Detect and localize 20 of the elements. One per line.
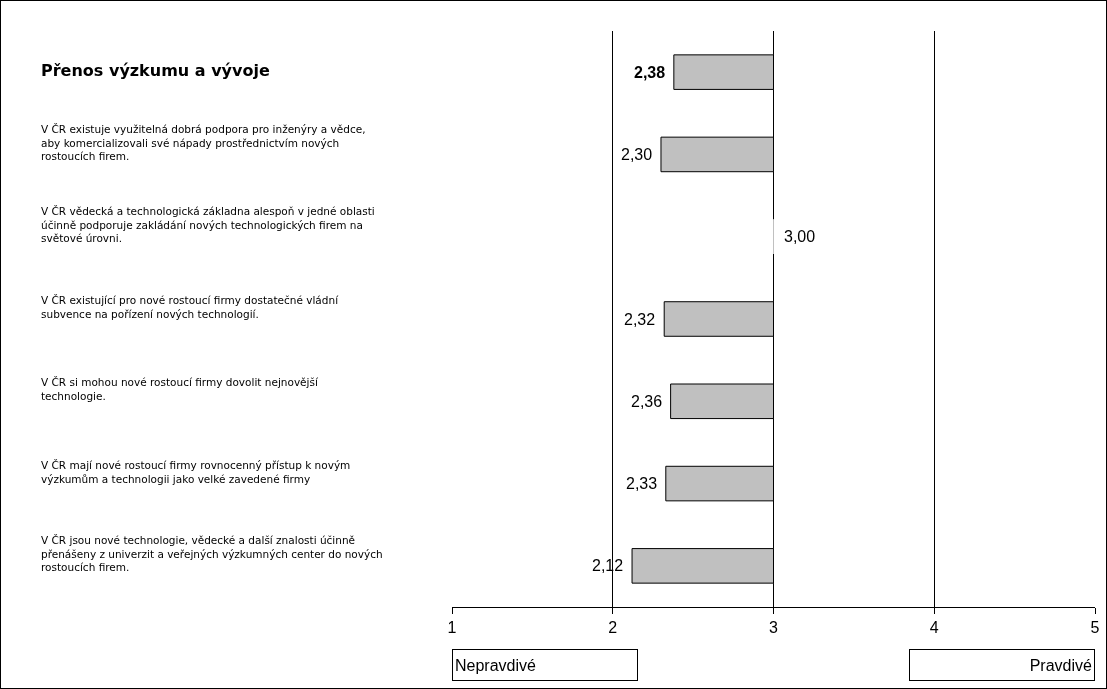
y-tick-label: V ČR mají nové rostoucí firmy rovnocenný přístup k novým výzkumům a technologii jako velké zavedené firmy xyxy=(41,459,351,485)
x-tick-label: 5 xyxy=(1090,619,1100,637)
y-tick-label: V ČR existuje využitelná dobrá podpora pro inženýry a vědce, aby komercializovali své nápady prostřednictvím nových rostoucích firem. xyxy=(41,123,366,163)
annotation: 2,38 xyxy=(634,64,666,81)
x-tick-label: 2 xyxy=(608,619,618,637)
text: Nepravdivé xyxy=(455,656,537,674)
y-tick-label: V ČR si mohou nové rostoucí firmy dovolit nejnovější technologie. xyxy=(41,376,319,402)
annotation: 2,30 xyxy=(621,146,653,163)
annotation: 2,36 xyxy=(631,393,663,410)
y-tick-label: V ČR jsou nové technologie, vědecké a další znalosti účinně přenášeny z univerzit a veřejných výzkumných center do nových rostoucích firem. xyxy=(41,534,383,574)
text: Přenos výzkumu a vývoje xyxy=(41,61,270,80)
x-tick-label: 1 xyxy=(447,619,457,637)
annotation: 3,00 xyxy=(784,228,816,245)
x-tick-label: 4 xyxy=(929,619,939,637)
annotation: 2,32 xyxy=(624,311,656,328)
y-tick-label: V ČR vědecká a technologická základna alespoň v jedné oblasti účinně podporuje zakládání nových technologických firem na světové úrovni. xyxy=(41,205,375,245)
text: Pravdivé xyxy=(1029,656,1092,674)
y-tick-label: V ČR existující pro nové rostoucí firmy dostatečné vládní subvence na pořízení nových technologií. xyxy=(41,294,340,320)
annotation: 2,33 xyxy=(626,475,658,492)
x-tick-label: 3 xyxy=(769,619,779,637)
